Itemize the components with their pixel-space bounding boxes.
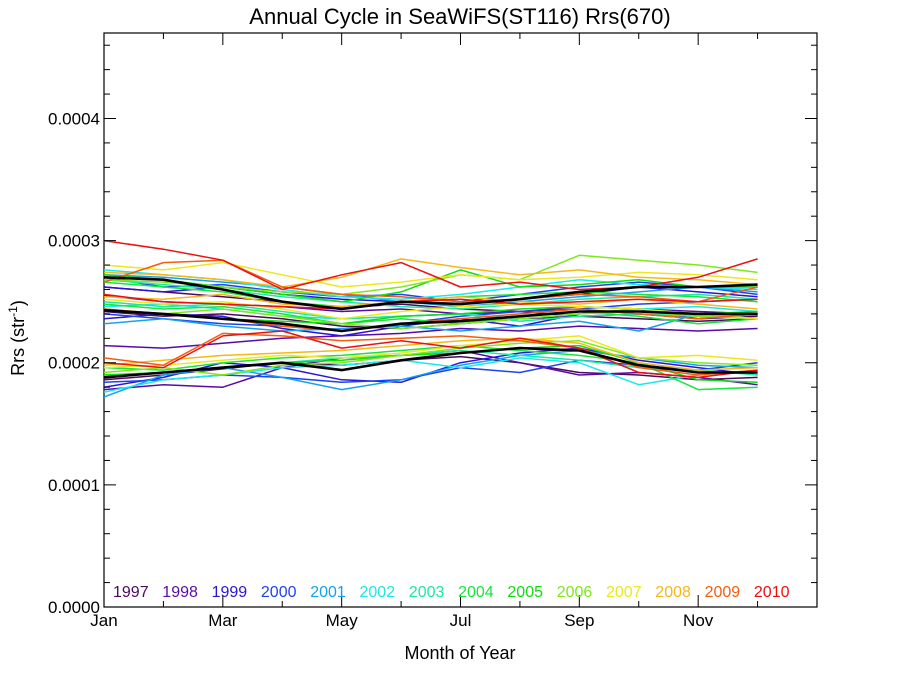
series-line-climatology-mean-high [103, 276, 758, 311]
legend-entry-2007: 2007 [606, 584, 642, 601]
y-tick-label-0: 0.0000 [48, 598, 100, 617]
legend-entry-2005: 2005 [507, 584, 543, 601]
series-line-2007-high [103, 261, 758, 288]
legend-entry-2001: 2001 [310, 584, 346, 601]
y-axis-label-superscript: -1 [6, 306, 20, 317]
series-line-1997-low [103, 355, 758, 381]
series-line-climatology-mean-low [103, 346, 758, 379]
legend-entry-2006: 2006 [557, 584, 593, 601]
legend-entry-2004: 2004 [458, 584, 494, 601]
x-tick-label-1: Mar [208, 611, 238, 630]
y-tick-label-4: 0.0004 [48, 109, 100, 128]
y-axis-label-close: ) [8, 300, 28, 306]
x-tick-label-2: May [326, 611, 359, 630]
legend-entry-2000: 2000 [261, 584, 297, 601]
x-tick-label-0: Jan [90, 611, 117, 630]
y-tick-label-1: 0.0001 [48, 476, 100, 495]
y-tick-label-2: 0.0002 [48, 354, 100, 373]
series-line-2006-high [103, 254, 758, 296]
legend-entry-1999: 1999 [212, 584, 248, 601]
legend-entry-1998: 1998 [162, 584, 198, 601]
series-line-2009-low [103, 332, 758, 376]
legend: 1997 1998 1999 2000 2001 2002 2003 2004 2005 2006… [113, 584, 790, 601]
series-line-2010-high [103, 239, 758, 291]
series-line-climatology-mean-mid [103, 308, 758, 333]
axes-layer: 0.0000 0.0001 0.0002 0.0003 0.0004 Jan Mar May J… [48, 33, 817, 630]
x-axis-label: Month of Year [404, 643, 515, 663]
legend-entry-2003: 2003 [409, 584, 445, 601]
y-tick-label-3: 0.0003 [48, 232, 100, 251]
series-line-2008-low [103, 337, 758, 371]
series-line-2007-low [103, 335, 758, 369]
series-line-2010-low [103, 330, 758, 379]
series-line-2009-high [103, 259, 758, 303]
series-line-2001-mid [103, 313, 758, 332]
x-tick-label-5: Nov [683, 611, 714, 630]
x-tick-label-4: Sep [564, 611, 594, 630]
legend-entry-2008: 2008 [655, 584, 691, 601]
series-line-2010-mid [103, 293, 758, 310]
series-line-2006-low [103, 340, 758, 376]
series-line-2000-high [103, 276, 758, 303]
series-layer [103, 239, 758, 398]
x-tick-label-3: Jul [450, 611, 472, 630]
y-axis-label-main: Rrs (str [8, 317, 28, 376]
series-line-2000-mid [103, 298, 758, 332]
y-axis-label: Rrs (str-1) [6, 300, 28, 376]
legend-entry-2002: 2002 [360, 584, 396, 601]
series-line-2008-high [103, 258, 758, 288]
chart-title: Annual Cycle in SeaWiFS(ST116) Rrs(670) [249, 4, 670, 29]
legend-entry-2009: 2009 [705, 584, 741, 601]
series-line-2007-mid [103, 298, 758, 320]
legend-entry-2010: 2010 [754, 584, 790, 601]
legend-entry-1997: 1997 [113, 584, 149, 601]
series-line-2002-low [103, 357, 758, 393]
